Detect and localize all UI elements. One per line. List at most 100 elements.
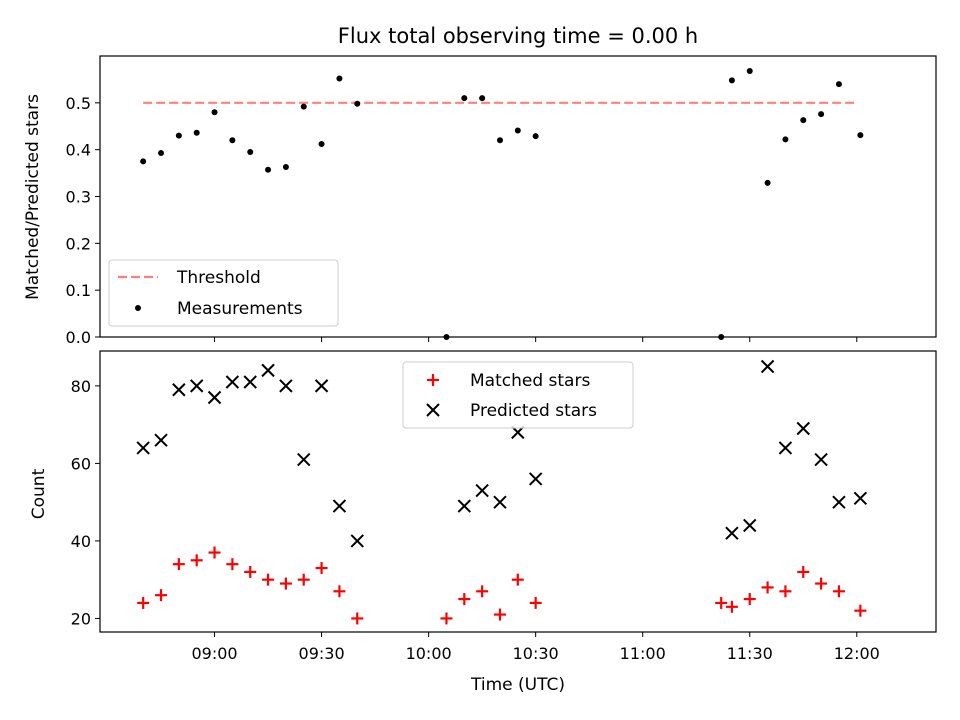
predicted-stars-point [814, 452, 828, 467]
x-tick-label: 10:00 [406, 644, 452, 663]
top-legend: Threshold Measurements [108, 259, 339, 327]
predicted-stars-point [350, 534, 364, 548]
matched-stars-point [529, 596, 542, 609]
predicted-stars-point [154, 433, 168, 447]
bottom-axes-frame [99, 350, 937, 633]
top-plot-area: 0.0 0.1 0.2 0.3 0.4 0.5 [66, 67, 864, 347]
predicted-stars-point [832, 495, 846, 509]
x-tick-label: 11:30 [727, 644, 773, 663]
matched-stars-point [137, 596, 150, 609]
measurement-point [461, 95, 468, 102]
bottom-x-axis-label: Time (UTC) [470, 675, 565, 695]
x-tick-label: 11:00 [620, 644, 666, 663]
predicted-stars-point [528, 472, 543, 486]
measurement-point [532, 133, 539, 140]
y-tick-label: 0.1 [66, 281, 91, 300]
y-tick-label: 0.4 [66, 141, 91, 160]
legend-measurements-label: Measurements [177, 299, 303, 319]
legend-predicted-label: Predicted stars [470, 401, 597, 421]
matched-stars-point [815, 577, 828, 590]
bottom-plot-area: 20 40 60 80 09:00 09:30 10:00 10:30 11:00 11:30 12… [71, 359, 880, 663]
matched-stars-point [351, 612, 364, 625]
predicted-stars-point [760, 359, 775, 374]
legend-predicted-swatch [426, 403, 440, 417]
matched-stars-point [279, 577, 292, 590]
measurement-point [211, 109, 218, 116]
predicted-stars-point [207, 390, 222, 405]
predicted-stars-point [493, 495, 507, 509]
measurement-point [818, 111, 825, 118]
measurement-point [336, 75, 343, 82]
predicted-stars-point [189, 379, 204, 393]
x-tick-label: 09:30 [299, 644, 345, 663]
measurement-point [282, 163, 289, 170]
matched-stars-point [458, 593, 471, 606]
matched-stars-point [832, 585, 845, 598]
measurement-point [300, 103, 307, 110]
top-legend-box [108, 259, 339, 327]
measurement-point [514, 127, 521, 134]
measurement-point [728, 77, 735, 84]
matched-stars-point [315, 562, 328, 575]
legend-matched-label: Matched stars [470, 371, 590, 391]
bottom-panel: Count Time (UTC) 20 40 60 80 09:00 09:30 10:00… [29, 350, 937, 695]
measurement-point [140, 158, 147, 165]
top-axes-frame [99, 55, 937, 338]
matched-stars-point [725, 600, 738, 613]
predicted-stars-point [796, 421, 810, 436]
predicted-stars-point [297, 452, 311, 467]
y-tick-label: 40 [71, 532, 91, 551]
measurement-point [835, 81, 842, 88]
measurement-point [746, 67, 753, 74]
predicted-stars-point [743, 518, 757, 533]
predicted-stars-point [332, 499, 347, 513]
y-tick-label: 60 [71, 454, 91, 473]
y-tick-label: 0.5 [66, 94, 91, 113]
predicted-stars-point [725, 526, 739, 540]
predicted-stars-point [853, 491, 868, 505]
matched-stars-point [476, 585, 489, 598]
measurement-point [764, 179, 771, 186]
predicted-stars-point [457, 499, 472, 513]
top-chart-title: Flux total observing time = 0.00 h [338, 24, 698, 48]
matched-stars-point [761, 581, 774, 594]
matched-stars-point [493, 608, 506, 621]
measurement-point [175, 132, 182, 139]
matched-stars-point [333, 585, 346, 598]
legend-matched-swatch [427, 374, 439, 386]
measurement-point [496, 137, 503, 144]
matched-stars-point [797, 565, 810, 578]
matched-stars-point [440, 612, 453, 625]
measurement-point [318, 141, 325, 148]
measurement-point [782, 136, 789, 143]
predicted-stars-point [243, 375, 257, 389]
measurement-point [265, 166, 272, 173]
matched-stars-point [190, 554, 203, 567]
matched-stars-point [208, 546, 221, 559]
matched-stars-point [297, 573, 310, 586]
predicted-stars-point [172, 383, 186, 397]
bottom-legend-box [402, 361, 634, 429]
x-tick-label: 09:00 [191, 644, 237, 663]
matched-stars-point [743, 593, 756, 606]
predicted-stars-point [136, 441, 150, 455]
predicted-stars-point [778, 441, 793, 455]
top-y-axis-label: Matched/Predicted stars [23, 94, 43, 300]
y-tick-label: 0.2 [66, 234, 91, 253]
y-tick-label: 20 [71, 609, 91, 628]
predicted-stars-point [314, 379, 329, 393]
y-tick-label: 0.0 [66, 328, 91, 347]
measurement-point [354, 100, 361, 107]
bottom-y-axis-label: Count [29, 468, 49, 519]
y-tick-label: 80 [71, 377, 91, 396]
measurement-point [193, 129, 200, 136]
top-panel: Flux total observing time = 0.00 h Match… [23, 24, 937, 347]
x-tick-label: 12:00 [834, 644, 880, 663]
measurement-point [857, 132, 864, 139]
matched-stars-point [854, 604, 867, 617]
matched-stars-point [511, 573, 524, 586]
matched-stars-point [715, 596, 728, 609]
matched-stars-point [244, 565, 257, 578]
bottom-legend: Matched stars Predicted stars [402, 361, 634, 429]
predicted-stars-point [261, 363, 275, 378]
